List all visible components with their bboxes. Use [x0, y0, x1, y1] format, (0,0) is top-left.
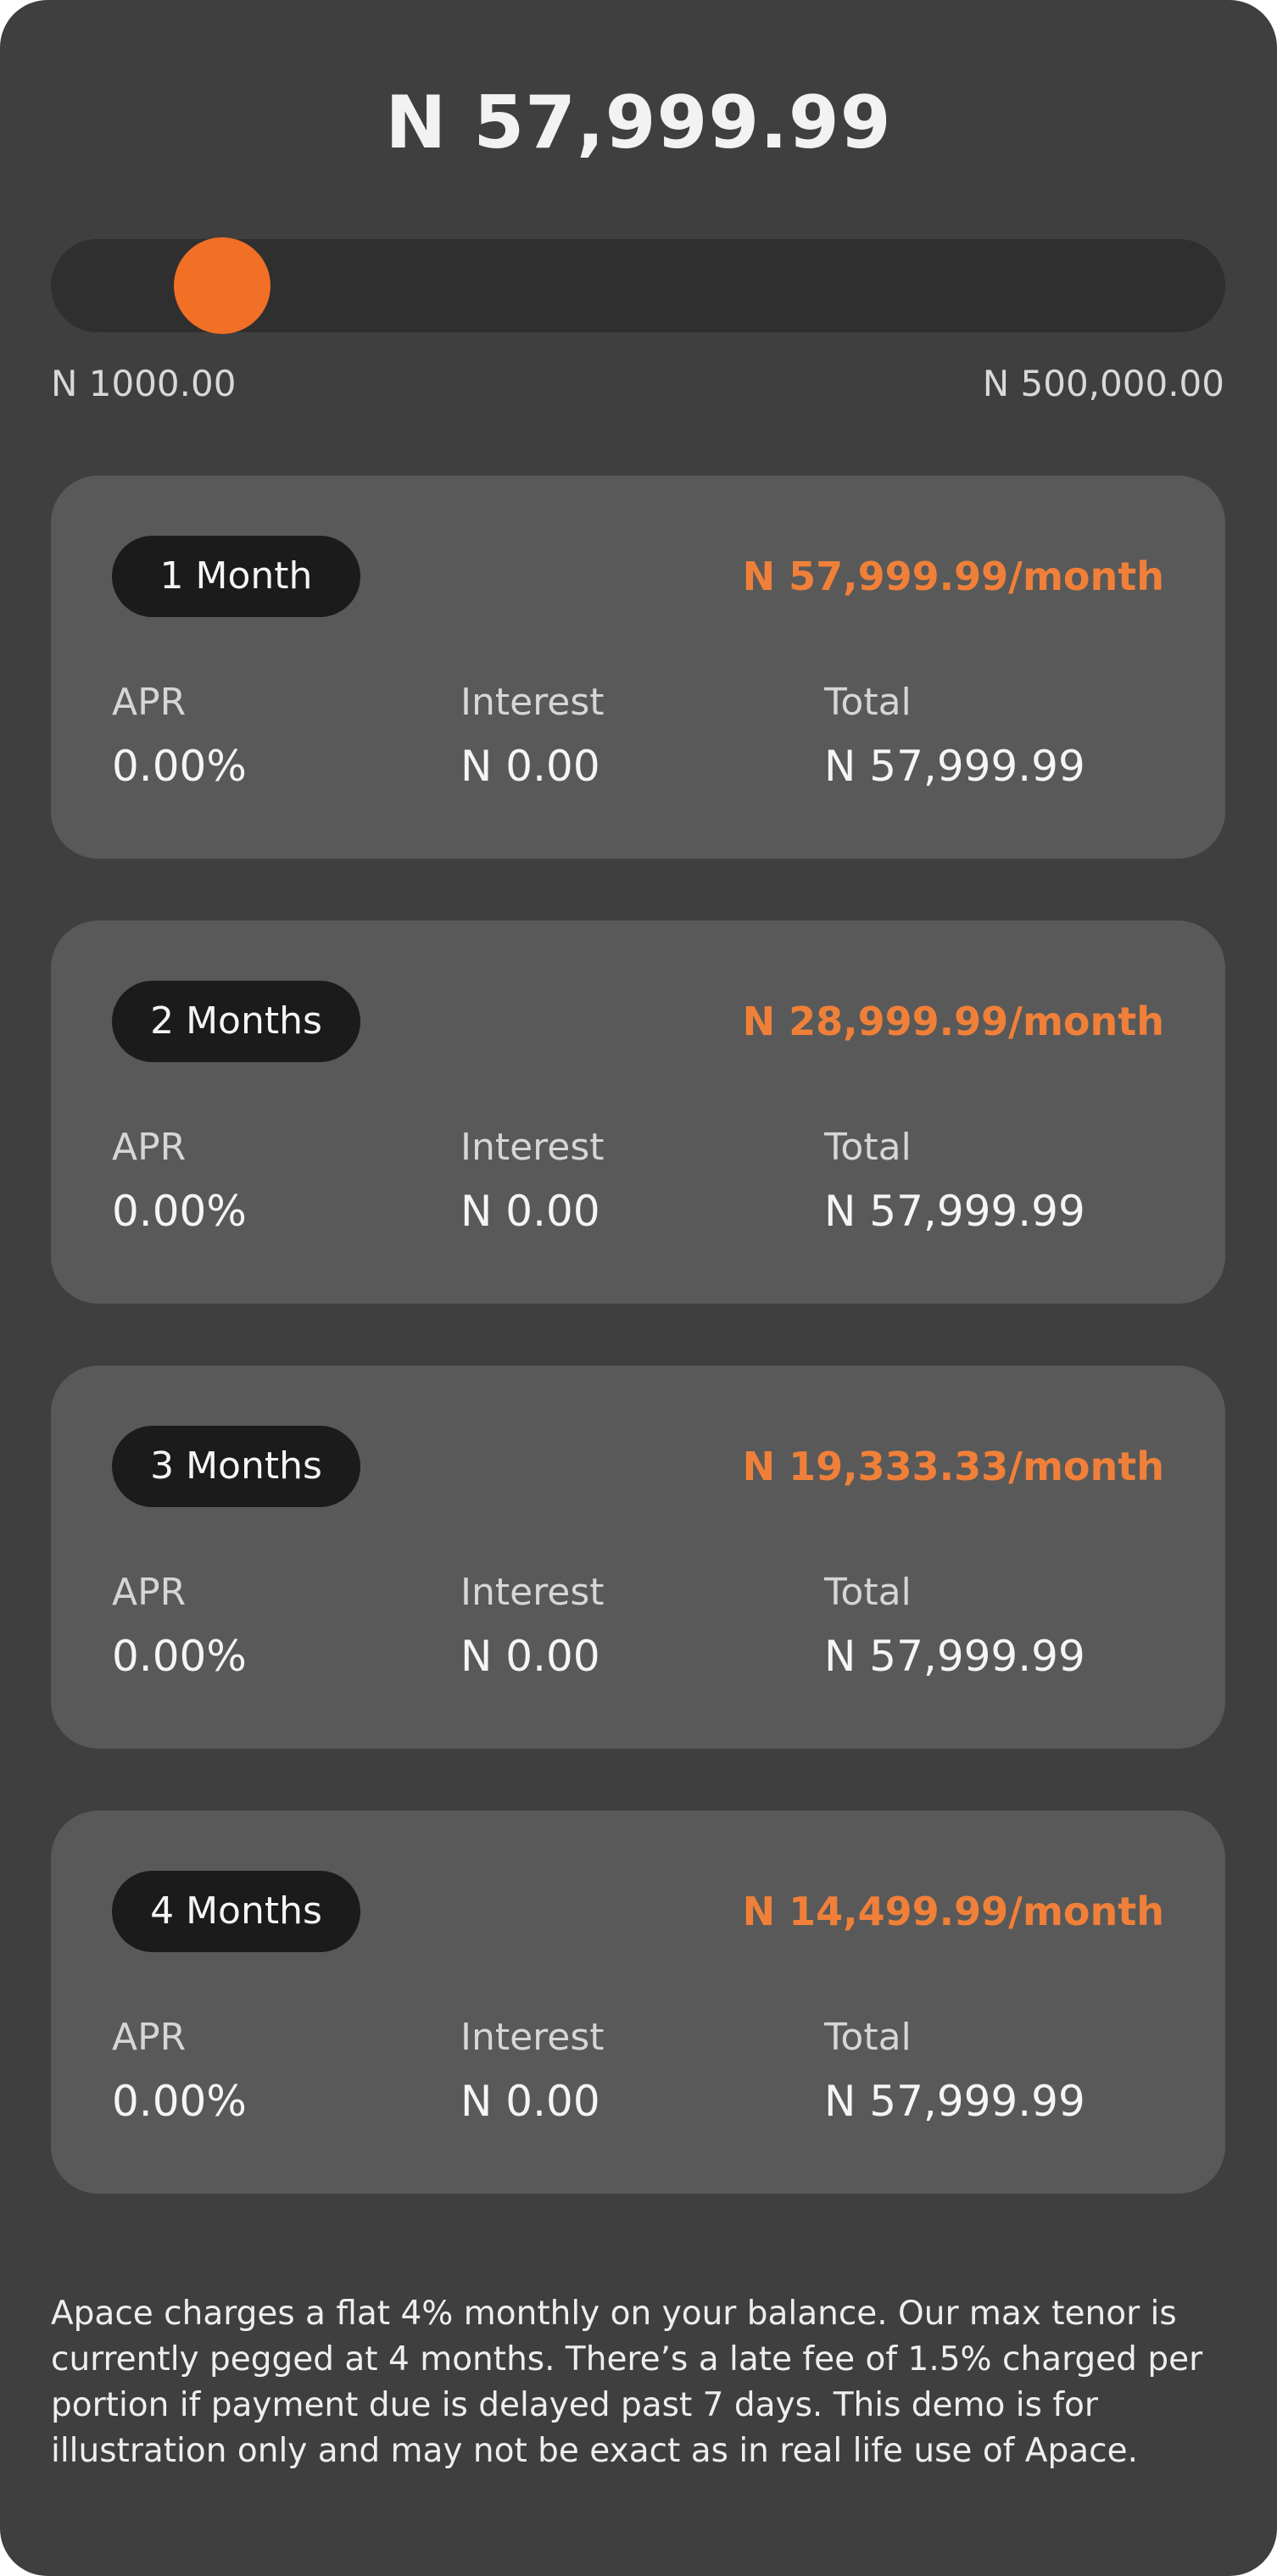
interest-label: Interest — [460, 681, 605, 724]
total-value: N 57,999.99 — [824, 1187, 1085, 1236]
plan-apr: APR 0.00% — [112, 1569, 247, 1683]
apr-value: 0.00% — [112, 742, 247, 791]
apr-label: APR — [112, 1126, 187, 1169]
plan-apr: APR 0.00% — [112, 1124, 247, 1238]
total-value: N 57,999.99 — [824, 1632, 1085, 1681]
plan-card-4-months[interactable]: 4 Months N 14,499.99/month APR 0.00% Int… — [51, 1811, 1225, 2194]
apr-value: 0.00% — [112, 1187, 247, 1236]
loan-amount-slider[interactable] — [51, 237, 1225, 334]
plan-total: Total N 57,999.99 — [824, 2014, 1085, 2128]
total-label: Total — [824, 681, 912, 724]
plan-interest: Interest N 0.00 — [460, 2014, 605, 2128]
plan-total: Total N 57,999.99 — [824, 679, 1085, 793]
plan-total: Total N 57,999.99 — [824, 1124, 1085, 1238]
plan-monthly-payment: N 28,999.99/month — [742, 999, 1164, 1044]
plan-interest: Interest N 0.00 — [460, 679, 605, 793]
slider-max-label: N 500,000.00 — [982, 363, 1224, 404]
total-label: Total — [824, 1126, 912, 1169]
plan-duration-badge: 1 Month — [112, 536, 360, 617]
interest-label: Interest — [460, 2016, 605, 2059]
slider-thumb[interactable] — [174, 237, 271, 334]
plan-card-1-month[interactable]: 1 Month N 57,999.99/month APR 0.00% Inte… — [51, 476, 1225, 859]
plan-duration-badge: 3 Months — [112, 1426, 360, 1507]
plan-apr: APR 0.00% — [112, 679, 247, 793]
slider-min-label: N 1000.00 — [51, 363, 237, 404]
plan-interest: Interest N 0.00 — [460, 1569, 605, 1683]
total-value: N 57,999.99 — [824, 2077, 1085, 2126]
apr-label: APR — [112, 2016, 187, 2059]
plan-interest: Interest N 0.00 — [460, 1124, 605, 1238]
plan-card-3-months[interactable]: 3 Months N 19,333.33/month APR 0.00% Int… — [51, 1366, 1225, 1749]
interest-value: N 0.00 — [460, 2077, 600, 2126]
apr-value: 0.00% — [112, 2077, 247, 2126]
disclaimer-text: Apace charges a flat 4% monthly on your … — [51, 2295, 1203, 2470]
plan-duration-badge: 4 Months — [112, 1871, 360, 1952]
interest-label: Interest — [460, 1126, 605, 1169]
plan-total: Total N 57,999.99 — [824, 1569, 1085, 1683]
apr-label: APR — [112, 681, 187, 724]
interest-label: Interest — [460, 1571, 605, 1614]
plan-duration-badge: 2 Months — [112, 981, 360, 1062]
selected-loan-amount: N 57,999.99 — [385, 81, 892, 165]
plan-monthly-payment: N 14,499.99/month — [742, 1889, 1164, 1934]
interest-value: N 0.00 — [460, 1632, 600, 1681]
plan-card-2-months[interactable]: 2 Months N 28,999.99/month APR 0.00% Int… — [51, 921, 1225, 1304]
apr-label: APR — [112, 1571, 187, 1614]
total-value: N 57,999.99 — [824, 742, 1085, 791]
interest-value: N 0.00 — [460, 742, 600, 791]
plan-monthly-payment: N 57,999.99/month — [742, 554, 1164, 599]
total-label: Total — [824, 2016, 912, 2059]
plan-monthly-payment: N 19,333.33/month — [742, 1444, 1164, 1489]
total-label: Total — [824, 1571, 912, 1614]
apr-value: 0.00% — [112, 1632, 247, 1681]
interest-value: N 0.00 — [460, 1187, 600, 1236]
plan-apr: APR 0.00% — [112, 2014, 247, 2128]
